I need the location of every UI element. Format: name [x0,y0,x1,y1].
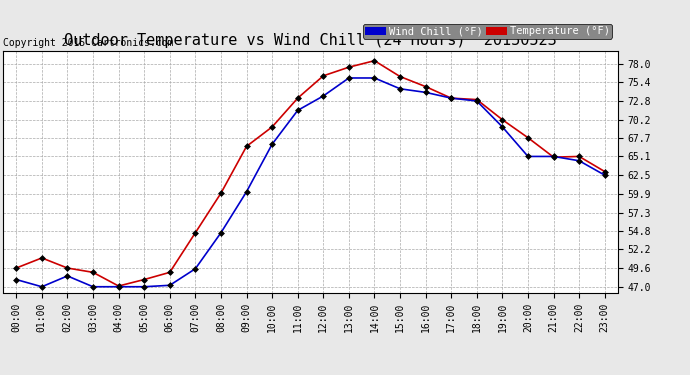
Legend: Wind Chill (°F), Temperature (°F): Wind Chill (°F), Temperature (°F) [364,24,612,39]
Text: Copyright 2015 Cartronics.com: Copyright 2015 Cartronics.com [3,38,174,48]
Title: Outdoor Temperature vs Wind Chill (24 Hours)  20150523: Outdoor Temperature vs Wind Chill (24 Ho… [64,33,557,48]
